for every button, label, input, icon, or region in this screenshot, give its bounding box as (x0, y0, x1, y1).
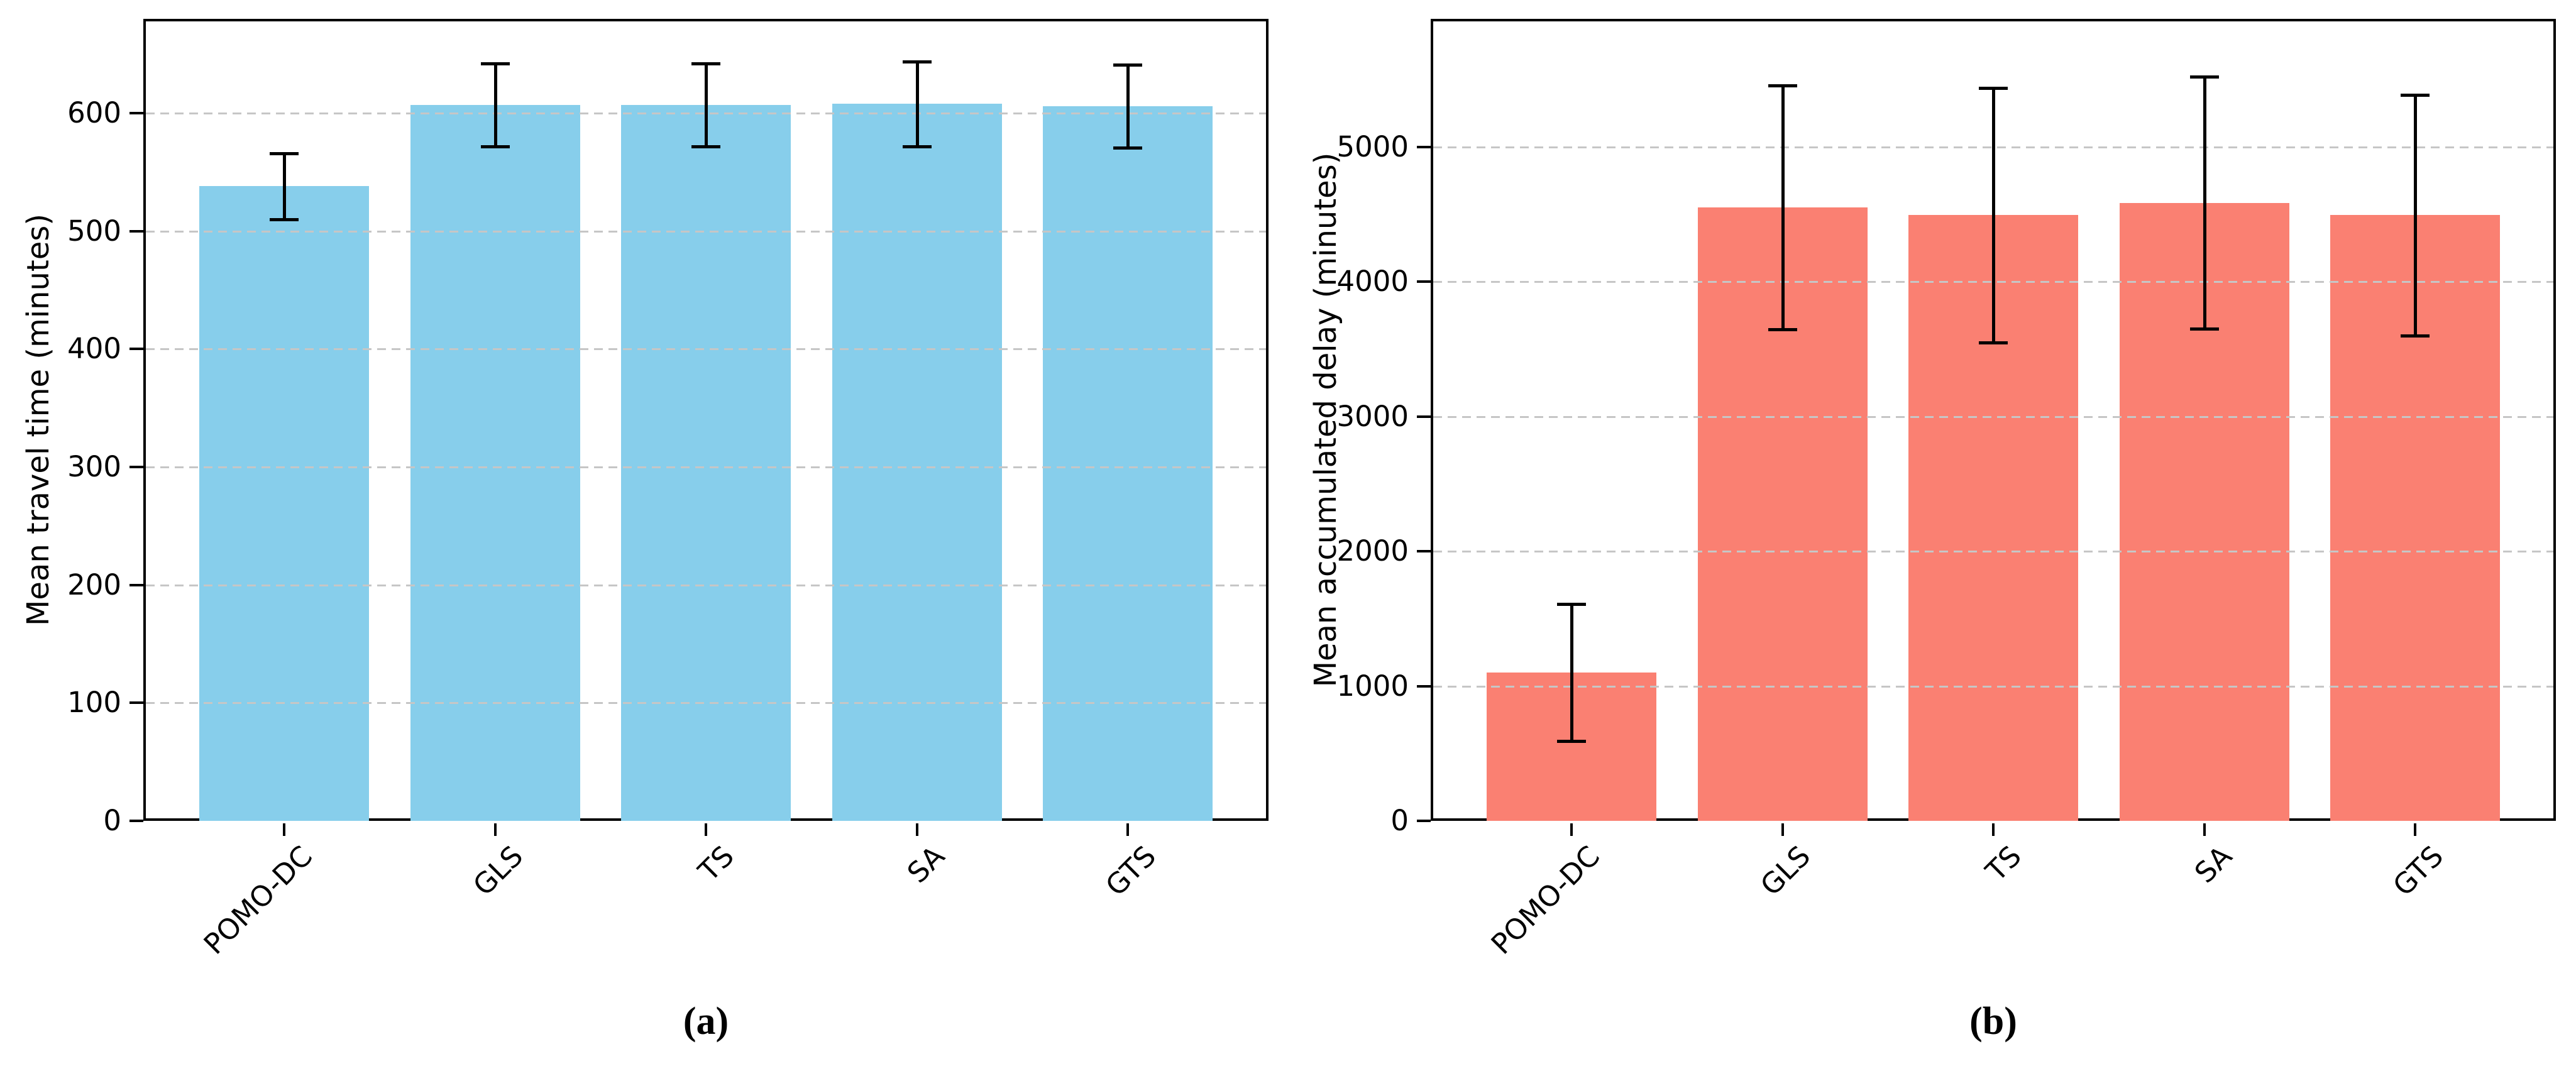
x-tick (493, 823, 497, 836)
bar-ts (621, 104, 791, 821)
x-tick (1570, 823, 1573, 836)
x-tick (2414, 823, 2416, 836)
y-tick (1417, 415, 1431, 418)
y-tick (1417, 145, 1431, 148)
bar-pomo-dc (199, 186, 369, 821)
error-cap-bottom-sa (902, 145, 932, 148)
x-tick-label-gls: GLS (466, 839, 530, 903)
x-tick-label-gts: GTS (2386, 839, 2450, 903)
gridline (146, 584, 1266, 586)
error-cap-top-gls (480, 62, 510, 66)
error-cap-top-gts (1113, 63, 1142, 67)
y-tick (129, 583, 143, 586)
y-tick-label: 2000 (1336, 534, 1409, 568)
error-bar-gts (1126, 65, 1130, 148)
error-cap-bottom-ts (1979, 341, 2008, 345)
gridline (1433, 685, 2553, 688)
y-tick-label: 100 (67, 686, 121, 720)
y-tick (1417, 684, 1431, 688)
y-tick (1417, 820, 1431, 822)
error-cap-bottom-ts (691, 145, 720, 148)
x-tick (915, 823, 918, 836)
y-tick (129, 112, 143, 115)
y-tick (129, 348, 143, 351)
error-bar-pomo-dc (1570, 603, 1573, 742)
error-cap-top-sa (902, 60, 932, 63)
x-tick (1781, 823, 1784, 836)
error-cap-top-sa (2189, 75, 2219, 79)
y-tick (1417, 550, 1431, 553)
gridline (146, 230, 1266, 233)
error-bar-pomo-dc (283, 153, 286, 219)
x-tick (1992, 823, 1995, 836)
x-tick-label-sa: SA (901, 839, 952, 890)
y-tick-label: 0 (103, 804, 121, 837)
error-bar-gls (493, 63, 497, 146)
error-cap-bottom-gts (2401, 334, 2430, 338)
y-tick (129, 466, 143, 469)
x-tick (1126, 823, 1129, 836)
y-tick-label: 1000 (1336, 669, 1409, 703)
y-tick (129, 229, 143, 233)
y-tick (1417, 280, 1431, 283)
x-tick-label-ts: TS (1979, 839, 2028, 888)
gridline (1433, 551, 2553, 553)
error-bar-sa (915, 61, 919, 146)
x-tick (705, 823, 707, 836)
x-tick (2203, 823, 2206, 836)
error-cap-top-ts (691, 62, 720, 66)
error-cap-bottom-sa (2189, 327, 2219, 331)
y-tick-label: 500 (67, 214, 121, 248)
error-cap-bottom-gts (1113, 146, 1142, 150)
bar-gls (410, 104, 580, 821)
y-tick-label: 400 (67, 332, 121, 366)
x-tick-label-gts: GTS (1099, 839, 1162, 903)
x-tick-label-pomo-dc: POMO-DC (1484, 839, 1606, 961)
error-cap-top-gls (1768, 84, 1797, 87)
error-cap-top-gts (2401, 93, 2430, 97)
error-bar-ts (705, 63, 708, 146)
error-bar-ts (1992, 87, 1995, 343)
bar-gts (1043, 106, 1213, 821)
y-tick-label: 200 (67, 568, 121, 601)
error-cap-bottom-gls (480, 145, 510, 148)
x-tick-label-sa: SA (2188, 839, 2239, 890)
y-tick-label: 600 (67, 96, 121, 130)
error-cap-top-pomo-dc (1557, 602, 1586, 606)
gridline (1433, 415, 2553, 418)
x-tick (283, 823, 285, 836)
y-tick (129, 820, 143, 822)
x-tick-label-gls: GLS (1754, 839, 1817, 903)
gridline (146, 702, 1266, 705)
error-bar-sa (2203, 77, 2206, 329)
error-cap-bottom-pomo-dc (1557, 740, 1586, 744)
y-tick-label: 4000 (1336, 265, 1409, 299)
y-tick-label: 5000 (1336, 129, 1409, 163)
gridline (146, 348, 1266, 351)
y-tick-label: 300 (67, 450, 121, 484)
y-tick-label: 0 (1390, 804, 1409, 837)
y-tick-label: 3000 (1336, 399, 1409, 433)
gridline (146, 466, 1266, 469)
x-tick-label-pomo-dc: POMO-DC (197, 839, 319, 961)
error-bar-gts (2414, 94, 2417, 336)
y-tick (129, 701, 143, 705)
error-cap-bottom-pomo-dc (270, 218, 299, 221)
bar-sa (832, 104, 1002, 821)
error-bar-gls (1781, 85, 1785, 329)
panel-caption-a: (a) (683, 1000, 729, 1043)
x-tick-label-ts: TS (691, 839, 740, 888)
error-cap-top-pomo-dc (270, 151, 299, 155)
panel-caption-b: (b) (1969, 1000, 2017, 1043)
error-cap-top-ts (1979, 86, 2008, 90)
error-cap-bottom-gls (1768, 327, 1797, 331)
